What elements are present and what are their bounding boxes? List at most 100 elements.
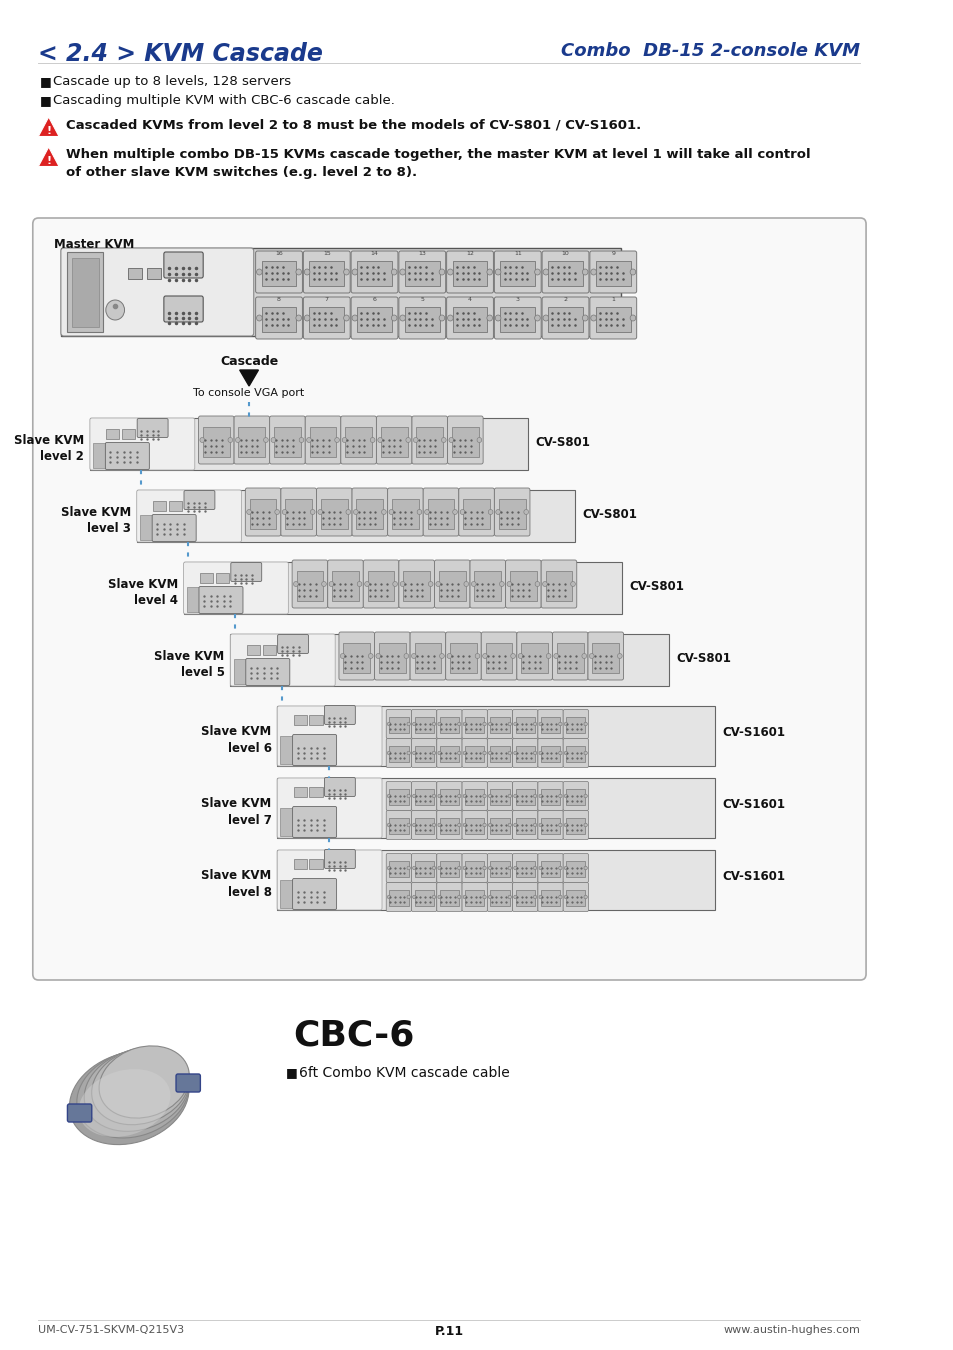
FancyBboxPatch shape: [464, 861, 484, 878]
Circle shape: [538, 824, 542, 826]
Text: P.11: P.11: [435, 1324, 463, 1338]
Circle shape: [558, 824, 561, 826]
Circle shape: [416, 509, 421, 514]
Circle shape: [411, 653, 416, 659]
FancyBboxPatch shape: [293, 879, 336, 910]
Circle shape: [432, 824, 436, 826]
FancyBboxPatch shape: [512, 738, 537, 768]
FancyBboxPatch shape: [480, 632, 517, 680]
FancyBboxPatch shape: [230, 634, 668, 686]
Circle shape: [482, 824, 486, 826]
Circle shape: [630, 315, 635, 321]
FancyBboxPatch shape: [351, 297, 397, 339]
FancyBboxPatch shape: [411, 883, 436, 911]
FancyBboxPatch shape: [324, 849, 355, 868]
FancyBboxPatch shape: [458, 487, 494, 536]
Circle shape: [564, 722, 567, 726]
FancyBboxPatch shape: [184, 490, 214, 509]
FancyBboxPatch shape: [545, 571, 572, 601]
Circle shape: [538, 722, 542, 726]
Circle shape: [387, 722, 391, 726]
FancyBboxPatch shape: [414, 788, 434, 806]
Circle shape: [558, 722, 561, 726]
FancyBboxPatch shape: [106, 428, 119, 439]
Circle shape: [304, 269, 310, 275]
Circle shape: [235, 437, 240, 443]
Circle shape: [399, 315, 405, 321]
Circle shape: [387, 895, 391, 899]
FancyBboxPatch shape: [540, 818, 559, 834]
FancyBboxPatch shape: [261, 261, 296, 285]
FancyBboxPatch shape: [140, 514, 152, 540]
FancyBboxPatch shape: [68, 252, 103, 332]
FancyBboxPatch shape: [565, 890, 585, 906]
Circle shape: [471, 582, 476, 586]
FancyBboxPatch shape: [515, 861, 535, 878]
FancyBboxPatch shape: [537, 810, 562, 840]
FancyBboxPatch shape: [136, 490, 241, 541]
Circle shape: [564, 794, 567, 798]
Circle shape: [346, 509, 351, 514]
FancyBboxPatch shape: [500, 306, 535, 332]
Circle shape: [463, 824, 466, 826]
Circle shape: [413, 751, 416, 755]
FancyBboxPatch shape: [453, 261, 487, 285]
Circle shape: [407, 751, 410, 755]
Text: CV-S1601: CV-S1601: [722, 798, 785, 811]
Text: Cascade: Cascade: [220, 355, 278, 369]
FancyBboxPatch shape: [512, 810, 537, 840]
Circle shape: [581, 653, 586, 659]
FancyBboxPatch shape: [233, 416, 270, 464]
Text: 14: 14: [370, 251, 378, 256]
FancyBboxPatch shape: [90, 418, 528, 470]
Text: 16: 16: [274, 251, 283, 256]
FancyBboxPatch shape: [439, 717, 458, 733]
FancyBboxPatch shape: [340, 416, 376, 464]
Text: Cascade up to 8 levels, 128 servers: Cascade up to 8 levels, 128 servers: [53, 76, 292, 88]
FancyBboxPatch shape: [293, 734, 336, 765]
Circle shape: [437, 895, 441, 899]
FancyBboxPatch shape: [392, 498, 418, 529]
FancyBboxPatch shape: [389, 717, 408, 733]
FancyBboxPatch shape: [398, 251, 445, 293]
Circle shape: [393, 582, 397, 586]
Circle shape: [441, 437, 446, 443]
Text: ■: ■: [40, 76, 52, 88]
Text: Slave KVM
level 3: Slave KVM level 3: [61, 506, 131, 536]
FancyBboxPatch shape: [436, 810, 461, 840]
FancyBboxPatch shape: [285, 498, 312, 529]
FancyBboxPatch shape: [277, 706, 381, 765]
FancyBboxPatch shape: [512, 883, 537, 911]
FancyBboxPatch shape: [398, 560, 434, 608]
Circle shape: [590, 269, 596, 275]
FancyBboxPatch shape: [461, 782, 487, 810]
FancyBboxPatch shape: [152, 501, 166, 510]
Circle shape: [564, 824, 567, 826]
Circle shape: [583, 794, 587, 798]
Circle shape: [488, 824, 492, 826]
FancyBboxPatch shape: [487, 710, 512, 738]
FancyBboxPatch shape: [277, 706, 715, 765]
Circle shape: [356, 582, 361, 586]
Circle shape: [514, 824, 517, 826]
FancyBboxPatch shape: [427, 498, 454, 529]
FancyBboxPatch shape: [540, 717, 559, 733]
FancyBboxPatch shape: [261, 306, 296, 332]
Circle shape: [437, 794, 441, 798]
FancyBboxPatch shape: [464, 788, 484, 806]
FancyBboxPatch shape: [537, 853, 562, 883]
FancyBboxPatch shape: [187, 586, 199, 612]
Circle shape: [495, 269, 500, 275]
Circle shape: [447, 269, 453, 275]
Circle shape: [329, 582, 334, 586]
FancyBboxPatch shape: [438, 571, 465, 601]
FancyBboxPatch shape: [250, 498, 276, 529]
Text: 6ft Combo KVM cascade cable: 6ft Combo KVM cascade cable: [298, 1066, 509, 1080]
Circle shape: [542, 315, 548, 321]
Circle shape: [432, 794, 436, 798]
FancyBboxPatch shape: [389, 745, 408, 763]
FancyBboxPatch shape: [137, 418, 168, 437]
FancyBboxPatch shape: [447, 416, 482, 464]
Circle shape: [432, 722, 436, 726]
Text: Slave KVM
level 6: Slave KVM level 6: [201, 725, 272, 755]
